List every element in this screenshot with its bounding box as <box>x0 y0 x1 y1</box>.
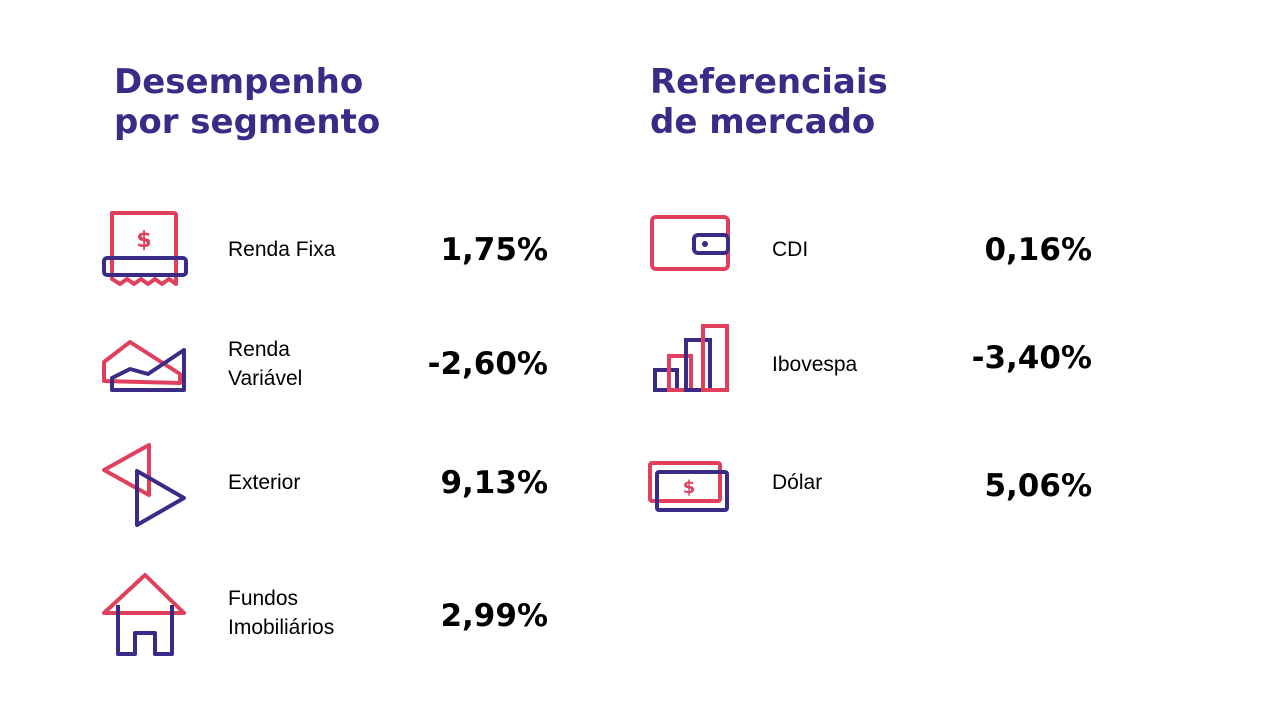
banknote-icon: $ <box>645 458 735 516</box>
label-fundos-line2: Imobiliários <box>228 616 335 639</box>
label-exterior: Exterior <box>228 471 301 494</box>
label-renda-variavel-line2: Variável <box>228 367 303 390</box>
receipt-dollar-icon: $ <box>100 208 190 294</box>
play-arrows-icon <box>100 440 190 530</box>
mountain-chart-icon <box>100 336 190 396</box>
left-title-line1: Desempenho <box>114 62 364 102</box>
svg-text:$: $ <box>683 477 696 498</box>
right-section-title: Referenciais de mercado <box>650 62 888 142</box>
label-cdi: CDI <box>772 238 809 261</box>
right-title-line1: Referenciais <box>650 62 888 102</box>
label-renda-variavel-line1: Renda <box>228 338 290 361</box>
label-renda-variavel: Renda Variável <box>228 335 388 393</box>
left-section-title: Desempenho por segmento <box>114 62 380 142</box>
value-renda-variavel: -2,60% <box>427 346 548 382</box>
label-ibovespa: Ibovespa <box>772 353 858 376</box>
label-fundos-line1: Fundos <box>228 587 299 610</box>
bar-growth-icon <box>648 320 738 396</box>
value-fundos-imobiliarios: 2,99% <box>440 598 548 634</box>
svg-text:$: $ <box>136 228 151 253</box>
right-title-line2: de mercado <box>650 102 876 142</box>
label-dolar: Dólar <box>772 471 823 494</box>
left-title-line2: por segmento <box>114 102 381 142</box>
value-dolar: 5,06% <box>984 468 1092 504</box>
wallet-icon <box>648 212 738 276</box>
value-ibovespa: -3,40% <box>971 340 1092 376</box>
value-renda-fixa: 1,75% <box>440 232 548 268</box>
label-fundos-imobiliarios: Fundos Imobiliários <box>228 584 388 642</box>
value-exterior: 9,13% <box>440 465 548 501</box>
value-cdi: 0,16% <box>984 232 1092 268</box>
label-renda-fixa: Renda Fixa <box>228 238 336 261</box>
house-icon <box>100 570 190 660</box>
